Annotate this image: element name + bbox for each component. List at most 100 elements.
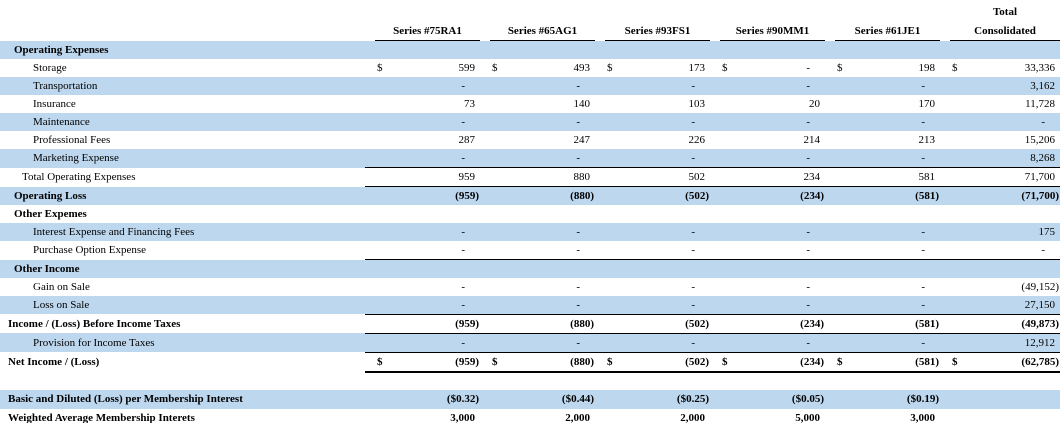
cell-value: 214 [803,134,821,146]
table-row: Other Expemes [0,205,1060,223]
value-cell: - [595,149,710,168]
dollar-sign-icon: $ [952,355,958,368]
value-cell: (880) [480,186,595,205]
column-header-label: Series #90MM1 [720,22,825,41]
row-label: Total Operating Expenses [0,167,365,187]
value-cell: 2,000 [595,408,710,423]
cell-value: 8,268 [1030,152,1055,164]
cell-value: - [921,244,925,256]
cell-value: 140 [573,98,591,110]
column-header-series-93fs1: Series #93FS1 [595,22,710,41]
value-cell: - [480,241,595,260]
value-cell: - [825,295,940,315]
value-cell [710,259,825,278]
cell-value: (959) [455,355,479,368]
cell-value: - [806,298,810,311]
cell-value: - [691,336,695,349]
cell-value: (880) [570,317,594,330]
cell-value: (49,152) [1021,280,1059,293]
table-row: Operating Loss (959) (880) (502) (234) (581) (… [0,186,1060,205]
cell-value: 502 [688,171,706,183]
cell-value: (49,873) [1021,317,1059,330]
cell-value: 959 [458,171,476,183]
value-cell: (581) [825,186,940,205]
value-cell: (234) [710,314,825,334]
value-cell: - [710,295,825,315]
value-cell: - [365,295,480,315]
value-cell: (959) [365,186,480,205]
cell-value: 599 [458,62,476,74]
value-cell: - [825,113,940,131]
value-cell [480,259,595,278]
cell-value: - [576,280,580,293]
cell-value: (880) [570,355,594,368]
cell-value: - [921,336,925,349]
cell-value: (234) [800,355,824,368]
cell-value: ($0.19) [906,392,939,405]
table-row: Basic and Diluted (Loss) per Membership … [0,389,1060,409]
value-cell [595,259,710,278]
value-cell [480,41,595,59]
column-header-label: Series #61JE1 [835,22,940,41]
value-cell: - [365,241,480,260]
value-cell: 287 [365,131,480,149]
cell-value: - [921,80,925,92]
cell-value: 493 [573,62,591,74]
value-cell [710,41,825,59]
cell-value: - [691,244,695,256]
cell-value: - [921,152,925,164]
cell-value: 12,912 [1024,336,1055,349]
value-cell: - [595,241,710,260]
cell-value: - [691,80,695,92]
value-cell: - [595,295,710,315]
value-cell [825,205,940,223]
row-label: Operating Expenses [0,41,365,59]
dollar-sign-icon: $ [607,62,613,74]
table-row: Net Income / (Loss) $ (959) $ (880) $ (502) $ (2… [0,352,1060,373]
spacer-row [0,371,1060,390]
cell-value: (62,785) [1021,355,1059,368]
cell-value: (581) [915,317,939,330]
value-cell: - [595,113,710,131]
cell-value: 15,206 [1024,134,1055,146]
cell-value: - [461,152,465,164]
dollar-sign-icon: $ [492,62,498,74]
cell-value: 173 [688,62,706,74]
value-cell: 11,728 [940,95,1060,113]
value-cell: - [710,333,825,353]
value-cell: - [710,277,825,296]
value-cell [825,259,940,278]
value-cell: - [710,223,825,241]
value-cell: - [940,241,1060,260]
value-cell: ($0.05) [710,389,825,409]
value-cell: 502 [595,167,710,187]
cell-value: ($0.44) [561,392,594,405]
cell-value: 2,000 [680,411,705,423]
value-cell: - [480,113,595,131]
cell-value: - [921,298,925,311]
value-cell: - [480,277,595,296]
value-cell: - [480,295,595,315]
value-cell [365,41,480,59]
row-label: Income / (Loss) Before Income Taxes [0,314,365,333]
value-cell: ($0.25) [595,389,710,409]
value-cell: - [710,113,825,131]
cell-value: 3,162 [1030,80,1055,92]
value-cell [595,205,710,223]
value-cell: - [480,77,595,95]
cell-value: - [461,244,465,256]
value-cell: 3,000 [365,408,480,423]
cell-value: - [921,116,925,128]
cell-value: - [691,152,695,164]
value-cell: - [365,333,480,353]
value-cell [365,205,480,223]
cell-value: (959) [455,317,479,330]
row-label: Loss on Sale [0,295,365,314]
value-cell: - [825,149,940,168]
row-label: Basic and Diluted (Loss) per Membership … [0,389,365,409]
value-cell: $599 [365,59,480,77]
table-row: Gain on Sale - - - - - (49,152) [0,277,1060,296]
cell-value: - [461,280,465,293]
cell-value: (234) [800,190,824,202]
header-row-series: Series #75RA1 Series #65AG1 Series #93FS… [0,22,1060,41]
